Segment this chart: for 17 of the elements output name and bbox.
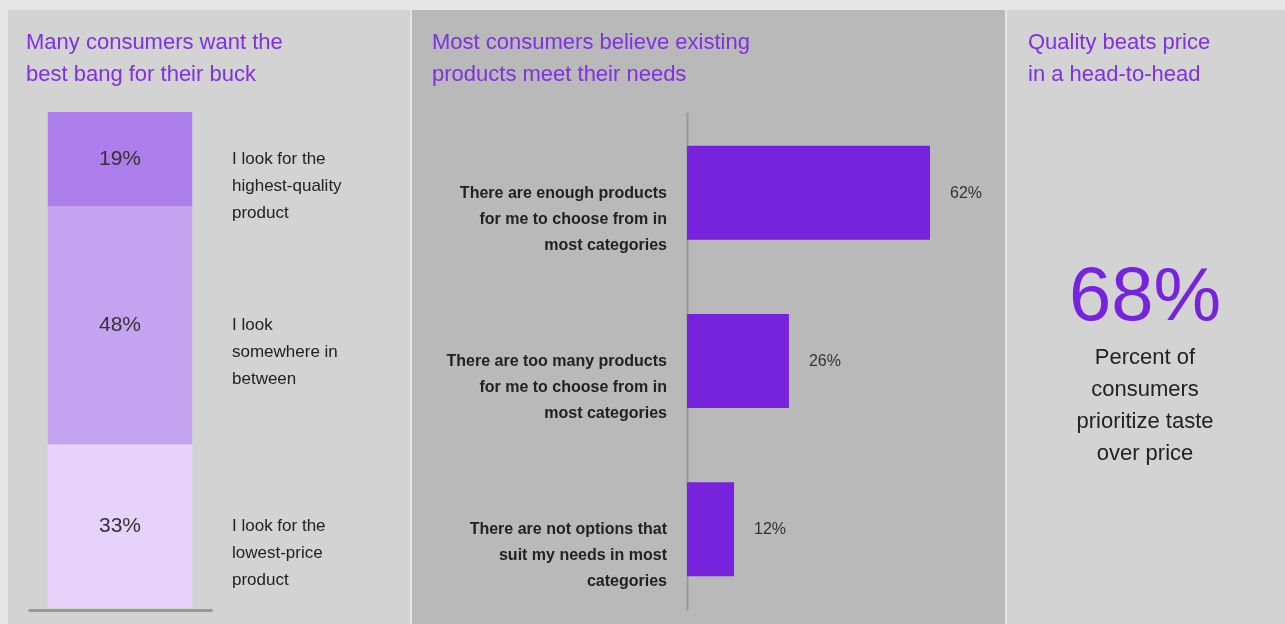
data-label: 12% bbox=[754, 520, 787, 538]
data-label: 33% bbox=[98, 513, 142, 537]
data-label: 26% bbox=[808, 352, 841, 369]
text: I look somewhere in between bbox=[232, 315, 338, 389]
chart-title: Most consumers believe existing products meet their needs bbox=[432, 29, 750, 86]
data-label: 19% bbox=[98, 146, 142, 170]
text: I look for the highest-quality product bbox=[232, 149, 343, 223]
text: 68% bbox=[1068, 251, 1222, 336]
text: Percent of consumers prioritize taste over price bbox=[1076, 344, 1214, 465]
y-tick-label: There are too many products for me to choose from in most categories bbox=[446, 352, 668, 421]
data-label: 48% bbox=[98, 312, 142, 336]
y-tick-label: There are enough products for me to choose from in most categories bbox=[459, 183, 668, 253]
chart-title: Many consumers want the best bang for their buck bbox=[26, 29, 283, 86]
data-label: 62% bbox=[950, 183, 983, 201]
text: I look for the lowest-price product bbox=[232, 516, 326, 590]
y-tick-label: There are not options that suit my needs in most categories bbox=[469, 520, 668, 590]
text: Quality beats price in a head-to-head bbox=[1028, 29, 1211, 86]
